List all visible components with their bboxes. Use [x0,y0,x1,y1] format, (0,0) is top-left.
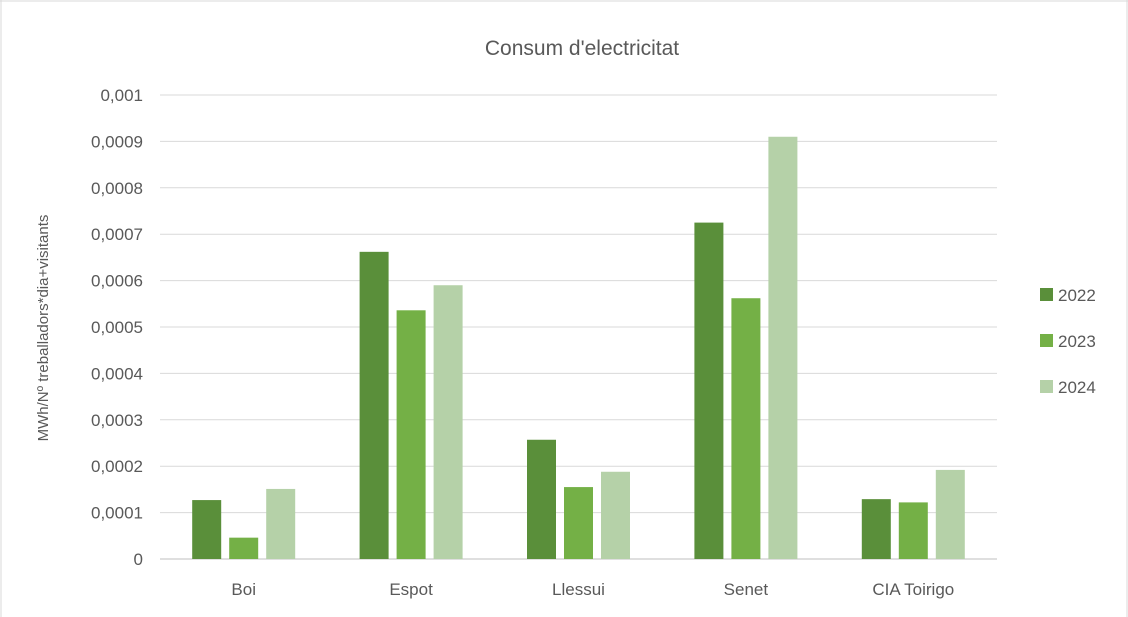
x-axis-categories: Boi Espot Llessui Senet CIA Toirigo [231,580,954,599]
bar-2024-cia-toirigo [935,469,965,559]
bar-2022-espot [359,251,389,559]
y-tick-label: 0,0003 [91,411,143,430]
legend-swatch-2023 [1040,334,1053,347]
bars [192,136,965,559]
y-axis-ticks: 0 0,0001 0,0002 0,0003 0,0004 0,0005 0,0006 0,0… [91,86,143,569]
bar-2024-llessui [601,471,630,559]
bar-2023-senet [731,298,761,559]
y-tick-label: 0,0008 [91,179,143,198]
y-tick-label: 0,0002 [91,457,143,476]
bar-2023-espot [396,310,426,559]
bar-2023-cia-toirigo [898,502,928,559]
bar-2023-boi [229,537,259,559]
x-category-label: Llessui [552,580,605,599]
legend-label-2024: 2024 [1058,378,1096,397]
y-tick-label: 0,0006 [91,272,143,291]
bar-2022-cia-toirigo [861,499,891,559]
bar-2022-llessui [527,439,556,559]
x-category-label: Senet [724,580,769,599]
y-tick-label: 0,0007 [91,225,143,244]
bar-2024-senet [768,136,798,559]
bar-2022-boi [192,500,222,559]
x-category-label: Boi [231,580,256,599]
y-tick-label: 0 [134,550,143,569]
y-tick-label: 0,001 [100,86,143,105]
bar-2024-espot [433,285,463,559]
bar-2022-senet [694,222,724,559]
y-tick-label: 0,0009 [91,132,143,151]
legend-label-2022: 2022 [1058,286,1096,305]
y-tick-label: 0,0001 [91,504,143,523]
x-category-label: CIA Toirigo [872,580,954,599]
bar-2024-boi [266,488,296,559]
bar-2023-llessui [564,487,593,559]
legend: 2022 2023 2024 [1040,286,1096,397]
legend-label-2023: 2023 [1058,332,1096,351]
y-axis-title: MWh/Nº treballadors*dia+visitants [35,215,52,442]
x-category-label: Espot [389,580,433,599]
y-tick-label: 0,0004 [91,364,143,383]
legend-swatch-2022 [1040,288,1053,301]
y-tick-label: 0,0005 [91,318,143,337]
chart-title: Consum d'electricitat [485,37,679,60]
legend-swatch-2024 [1040,380,1053,393]
